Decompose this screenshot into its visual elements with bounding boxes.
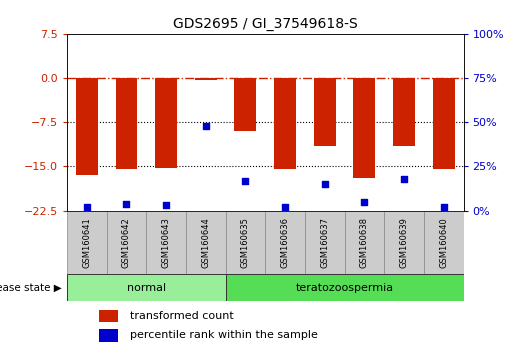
Bar (226, 211, 265, 274)
Point (123, 201, 131, 206)
Point (440, 204, 448, 210)
Text: GSM160644: GSM160644 (201, 217, 210, 268)
Point (400, 176, 408, 182)
Bar (155, 78, 177, 167)
Bar (195, 78, 217, 80)
Text: GSM160639: GSM160639 (400, 217, 408, 268)
Bar (99, 309, 118, 322)
Title: GDS2695 / GI_37549618-S: GDS2695 / GI_37549618-S (173, 17, 357, 31)
Bar (314, 78, 336, 146)
Bar (433, 78, 455, 169)
Bar (67, 274, 226, 301)
Point (320, 181, 329, 187)
Bar (107, 211, 146, 274)
Text: normal: normal (127, 282, 166, 293)
Text: percentile rank within the sample: percentile rank within the sample (130, 330, 317, 341)
Bar (115, 78, 138, 169)
Bar (234, 78, 256, 131)
Text: GSM160643: GSM160643 (162, 217, 170, 268)
Bar (265, 211, 305, 274)
Bar (345, 211, 384, 274)
Text: GSM160642: GSM160642 (122, 217, 131, 268)
Text: GSM160638: GSM160638 (360, 217, 369, 268)
Text: disease state ▶: disease state ▶ (0, 282, 62, 293)
Bar (186, 211, 226, 274)
Point (281, 204, 289, 210)
Bar (226, 274, 464, 301)
Text: transformed count: transformed count (130, 311, 233, 321)
Bar (146, 211, 186, 274)
Bar (67, 211, 107, 274)
Text: GSM160636: GSM160636 (281, 217, 289, 268)
Point (162, 202, 170, 208)
Bar (424, 211, 464, 274)
Text: GSM160641: GSM160641 (82, 217, 91, 268)
Point (241, 178, 249, 183)
Point (360, 199, 369, 205)
Bar (384, 211, 424, 274)
Text: GSM160637: GSM160637 (320, 217, 329, 268)
Bar (76, 78, 98, 175)
Bar (353, 78, 375, 178)
Text: teratozoospermia: teratozoospermia (296, 282, 393, 293)
Bar (305, 211, 345, 274)
Text: GSM160640: GSM160640 (439, 217, 448, 268)
Point (82, 204, 91, 210)
Bar (393, 78, 415, 146)
Text: GSM160635: GSM160635 (241, 217, 250, 268)
Bar (99, 329, 118, 342)
Point (202, 123, 210, 129)
Bar (274, 78, 296, 169)
